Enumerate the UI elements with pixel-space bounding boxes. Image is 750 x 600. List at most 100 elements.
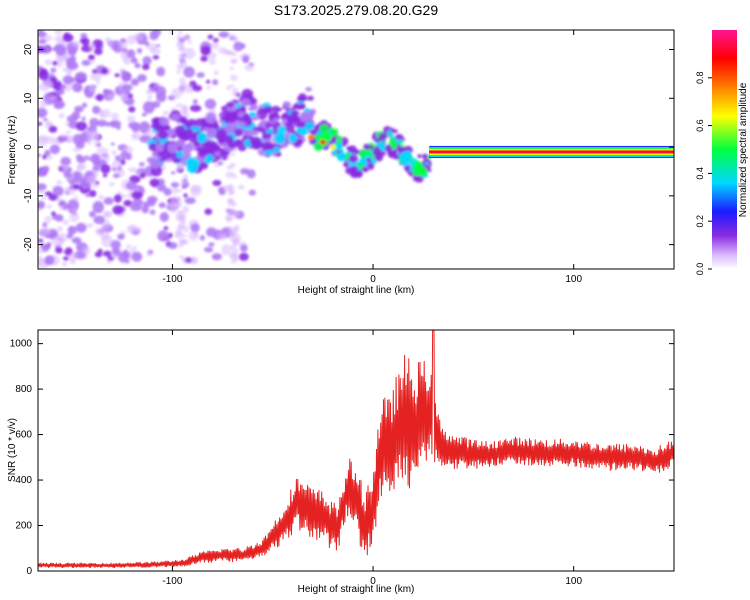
snr-y-tick-label: 800 (15, 384, 32, 395)
spectrogram-cell (182, 219, 187, 224)
spectrogram-cell (108, 182, 115, 187)
spectrogram-cell (121, 84, 133, 92)
carrier-band-stripe (429, 155, 674, 157)
spectrogram-cell (204, 98, 217, 110)
spectrogram-cell (152, 55, 160, 60)
spectrogram-cell (114, 73, 120, 78)
spectrogram-cell (230, 74, 238, 81)
spectrogram-cell (46, 204, 52, 210)
spectrogram-cell (142, 63, 150, 71)
spectrogram-cell (179, 85, 185, 92)
spectrogram-cell (338, 144, 344, 148)
spectrogram-cell (60, 164, 68, 172)
spectrogram-cell (227, 141, 239, 149)
spectrogram-cell (115, 155, 121, 162)
spectrogram-cell (117, 41, 128, 50)
spectrogram-cell (386, 130, 392, 136)
spectrogram-cell (230, 260, 235, 264)
spectrogram-cell (38, 238, 44, 243)
spectrogram-cell (343, 161, 349, 167)
spectrogram-y-tick-label: 0 (23, 144, 34, 150)
spectrogram-cell (147, 95, 153, 100)
spectrogram-cell (88, 54, 95, 60)
spectrogram-cell (337, 147, 343, 152)
spectrogram-cell (63, 171, 72, 179)
spectrogram-cell (233, 41, 244, 52)
spectrogram-cell (50, 67, 57, 73)
spectrogram-cell (361, 167, 367, 172)
spectrogram-cell (46, 242, 52, 247)
snr-y-axis-label: SNR (10 * v/v) (7, 418, 18, 482)
spectrogram-cell (88, 43, 96, 51)
spectrogram-cell (93, 154, 100, 161)
snr-x-tick-label: 100 (565, 576, 582, 587)
spectrogram-cell (95, 80, 101, 84)
spectrogram-cell (212, 179, 222, 187)
spectrogram-cell (171, 187, 179, 194)
spectrogram-cell (199, 235, 205, 241)
spectrogram-cell (150, 47, 161, 55)
spectrogram-cell (53, 100, 65, 109)
spectrogram-cell (52, 235, 64, 247)
spectrogram-cell (96, 147, 109, 155)
snr-x-axis-label: Height of straight line (km) (298, 584, 415, 595)
spectrogram-cell (66, 233, 73, 239)
snr-frame (37, 329, 675, 572)
spectrogram-cell (146, 128, 154, 137)
spectrogram-cell (182, 260, 188, 264)
spectrogram-cell (68, 227, 74, 232)
spectrogram-cell (96, 93, 104, 102)
spectrogram-cell (366, 157, 372, 163)
spectrogram-cell (44, 215, 52, 224)
spectrogram-cell (200, 55, 208, 62)
spectrogram-cell (156, 66, 166, 77)
colorbar-tick-label: 0.6 (695, 119, 705, 132)
spectrogram-cell (231, 201, 237, 207)
spectrogram-cell (239, 52, 251, 62)
spectrogram-cell (66, 61, 79, 70)
spectrogram-cell (200, 45, 211, 56)
spectrogram-cell (52, 61, 58, 66)
spectrogram-cell (193, 232, 200, 237)
spectrogram-cell (113, 43, 119, 49)
spectrogram-cell (178, 210, 184, 214)
spectrogram-cell (329, 143, 336, 151)
spectrogram-cell (175, 103, 183, 108)
spectrogram-cell (299, 111, 310, 123)
spectrogram-cell (206, 85, 212, 90)
spectrogram-cell (337, 153, 346, 161)
spectrogram-cell (183, 193, 188, 198)
spectrogram-cell (107, 41, 114, 48)
spectrogram-cell (62, 261, 68, 267)
spectrogram-cell (178, 243, 184, 248)
spectrogram-cell (64, 247, 73, 256)
spectrogram-cell (226, 102, 234, 108)
spectrogram-cell (229, 188, 236, 195)
spectrogram-cell (80, 33, 88, 40)
spectrogram-cell (98, 194, 105, 200)
spectrogram-cell (128, 167, 137, 173)
spectrogram-cell (230, 172, 236, 176)
spectrogram-cell (295, 127, 308, 135)
spectrogram-cell (372, 147, 382, 157)
spectrogram-cell (99, 113, 106, 119)
carrier-band-stripe (429, 149, 674, 151)
spectrogram-cell (49, 144, 61, 155)
spectrogram-cell (226, 209, 234, 216)
spectrogram-cell (117, 166, 122, 171)
spectrogram-cell (305, 87, 312, 92)
spectrogram-cell (230, 58, 238, 64)
spectrogram-cell (176, 162, 185, 169)
figure-title: S173.2025.279.08.20.G29 (274, 2, 438, 18)
spectrogram-cell (393, 154, 401, 160)
spectrogram-cell (176, 144, 183, 152)
spectrogram-cell (405, 155, 412, 160)
spectrogram-cell (57, 225, 63, 232)
spectrogram-cell (217, 232, 228, 241)
spectrogram-cell (314, 134, 321, 139)
spectrogram-cell (104, 210, 113, 218)
spectrogram-cell (45, 121, 53, 127)
spectrogram-cell (100, 164, 111, 174)
spectrogram-cell (152, 150, 158, 158)
spectrogram-cell (51, 47, 58, 51)
